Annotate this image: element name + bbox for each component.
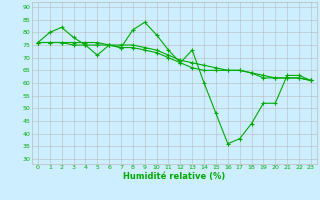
X-axis label: Humidité relative (%): Humidité relative (%) xyxy=(123,172,226,181)
